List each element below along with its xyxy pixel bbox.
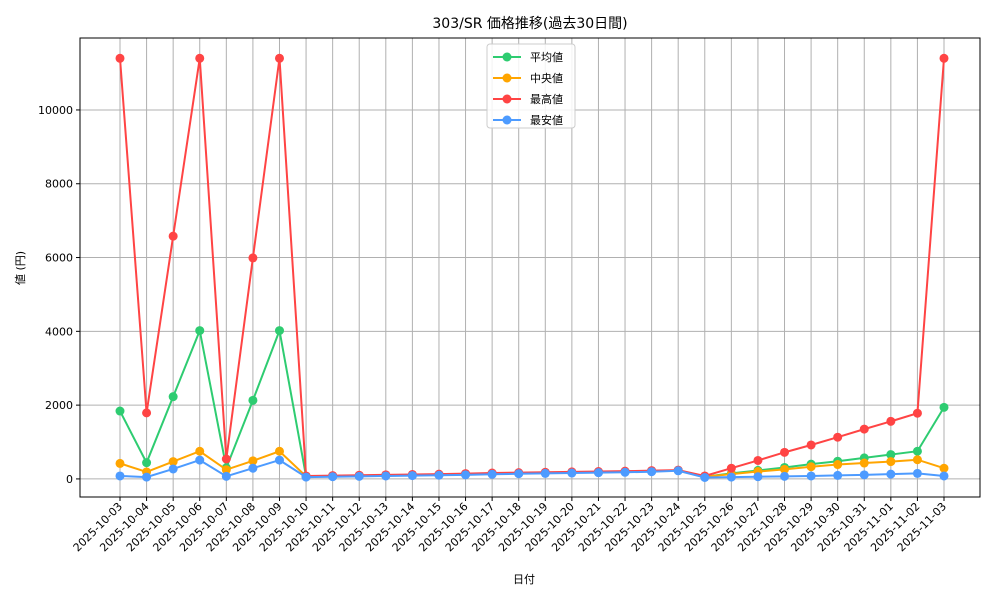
x-axis-label: 日付 — [513, 573, 535, 586]
legend-label: 平均値 — [530, 51, 563, 64]
data-point — [248, 253, 258, 263]
data-point — [142, 408, 152, 418]
data-point — [726, 463, 736, 473]
plot-frame — [79, 37, 981, 498]
data-point — [833, 460, 843, 470]
y-tick-label: 2000 — [45, 399, 73, 412]
data-point — [221, 471, 231, 481]
data-point — [912, 446, 922, 456]
data-point — [434, 470, 444, 480]
data-point — [859, 470, 869, 480]
data-point — [886, 416, 896, 426]
data-point — [142, 472, 152, 482]
chart-title: 303/SR 価格推移(過去30日間) — [432, 16, 627, 32]
data-point — [195, 326, 205, 336]
data-point — [168, 392, 178, 402]
data-point — [168, 231, 178, 241]
data-point — [593, 468, 603, 478]
data-point — [753, 455, 763, 465]
data-point — [673, 466, 683, 476]
data-point — [939, 471, 949, 481]
data-point — [620, 467, 630, 477]
legend-label: 最安値 — [530, 113, 563, 127]
data-point — [115, 471, 125, 481]
data-point — [886, 457, 896, 467]
y-tick-label: 6000 — [45, 252, 73, 265]
data-point — [753, 472, 763, 482]
data-point — [487, 469, 497, 479]
data-point — [647, 467, 657, 477]
data-point — [886, 450, 896, 460]
data-point — [912, 408, 922, 418]
data-point — [195, 455, 205, 465]
series-line — [119, 326, 945, 478]
data-point — [142, 458, 152, 468]
data-point — [514, 469, 524, 479]
data-point — [115, 53, 125, 63]
data-point — [115, 458, 125, 468]
data-point — [407, 471, 417, 481]
data-point — [301, 472, 311, 482]
data-point — [939, 402, 949, 412]
data-point — [806, 471, 816, 481]
legend-marker — [502, 94, 512, 104]
data-point — [195, 446, 205, 456]
data-point — [912, 455, 922, 465]
data-point — [886, 469, 896, 479]
data-point — [726, 472, 736, 482]
y-axis-label: 値 (円) — [14, 251, 27, 285]
data-point — [168, 464, 178, 474]
legend-box — [486, 43, 576, 129]
legend-marker — [502, 115, 512, 125]
data-point — [274, 326, 284, 336]
data-point — [833, 432, 843, 442]
legend-marker — [502, 73, 512, 83]
data-point — [939, 53, 949, 63]
data-point — [700, 472, 710, 482]
y-tick-label: 4000 — [45, 325, 73, 338]
series-line — [119, 58, 945, 478]
data-point — [540, 468, 550, 478]
data-point — [221, 454, 231, 464]
data-point — [115, 406, 125, 416]
series-最安値 — [115, 455, 949, 482]
data-point — [221, 465, 231, 475]
data-point — [806, 462, 816, 472]
data-point — [328, 472, 338, 482]
data-point — [939, 463, 949, 473]
data-point — [912, 468, 922, 478]
data-point — [274, 455, 284, 465]
y-tick-label: 0 — [66, 473, 73, 486]
data-point — [806, 440, 816, 450]
data-point — [780, 464, 790, 474]
data-point — [195, 53, 205, 63]
data-point — [248, 463, 258, 473]
data-point — [859, 458, 869, 468]
y-tick-label: 8000 — [45, 178, 73, 191]
data-point — [780, 471, 790, 481]
data-point — [274, 53, 284, 63]
legend-label: 最高値 — [530, 92, 563, 106]
y-tick-label: 10000 — [38, 104, 73, 117]
data-point — [833, 470, 843, 480]
legend-label: 中央値 — [530, 72, 563, 85]
data-point — [859, 424, 869, 434]
data-point — [381, 471, 391, 481]
legend-marker — [502, 52, 512, 62]
data-point — [780, 447, 790, 457]
data-point — [567, 468, 577, 478]
data-point — [248, 456, 258, 466]
data-point — [354, 471, 364, 481]
data-point — [461, 470, 471, 480]
data-point — [168, 457, 178, 467]
data-point — [274, 446, 284, 456]
data-point — [248, 395, 258, 405]
